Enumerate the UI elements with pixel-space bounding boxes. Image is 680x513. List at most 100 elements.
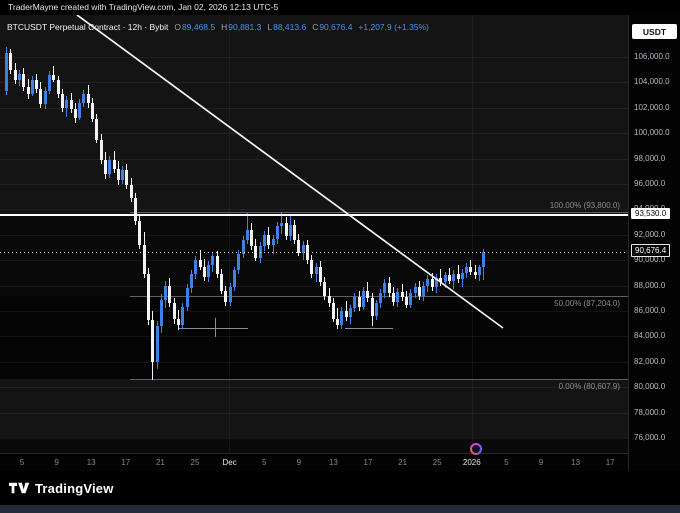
last-price-axis-label: 90,676.4 [631, 243, 671, 257]
candle-body [456, 274, 460, 280]
ohlc-key: O [174, 22, 182, 32]
chart-plot-area[interactable]: 100.00% (93,800.0) 50.00% (87,204.0) 0.00%… [0, 15, 628, 453]
candle-body [310, 260, 314, 275]
candle-body [48, 74, 51, 92]
gridline [0, 285, 628, 287]
candle-body [151, 319, 155, 362]
candle-body [379, 293, 383, 304]
candle-body [43, 91, 47, 104]
vertical-gridline-2026 [472, 15, 473, 453]
candle-body [417, 286, 421, 296]
bottom-strip [0, 505, 680, 513]
candle-wick [457, 265, 459, 284]
time-tick-label: 2026 [462, 458, 481, 467]
candle-body [9, 53, 13, 70]
time-tick-label: Dec [222, 458, 237, 467]
time-tick-label: 25 [432, 458, 442, 467]
candle-body [168, 285, 172, 304]
candle-body [134, 197, 137, 221]
ohlc-key: C [312, 22, 319, 32]
currency-toggle-button[interactable]: USDT [632, 24, 677, 39]
tradingview-logo-icon[interactable] [9, 480, 30, 496]
time-tick-label: 21 [398, 458, 408, 467]
candle-wick [53, 65, 55, 83]
time-tick-label: 25 [190, 458, 200, 467]
price-tick-label: 82,000.0 [634, 356, 666, 366]
price-tick-label: 102,000.0 [634, 102, 670, 112]
time-tick-label: 5 [19, 458, 25, 467]
ohlc-values: O89,468.5 H90,881.3 L88,413.6 C90,676.4 [168, 22, 352, 32]
gridline [0, 234, 628, 236]
tradingview-wordmark[interactable]: TradingView [35, 480, 114, 496]
time-tick-label: 9 [54, 458, 59, 467]
candle-body [211, 256, 215, 266]
candle-body [383, 283, 387, 294]
gridline [0, 82, 628, 84]
time-tick-label: 13 [328, 458, 338, 467]
fib-zone-upper-fill [0, 215, 628, 296]
price-tick-label: 90,000.0 [634, 255, 666, 265]
fib-level-line [130, 295, 628, 297]
price-axis[interactable]: USDT 106,000.0 104,000.0 102,000.0 100,000.… [628, 15, 680, 471]
candle-body [237, 253, 241, 271]
candle-body [357, 297, 361, 308]
price-tick-label: 86,000.0 [634, 306, 666, 315]
gridline [0, 438, 628, 439]
fib-level-line [130, 379, 628, 381]
candle-body [361, 290, 365, 308]
symbol-title[interactable]: BTCUSDT Perpetual Contract · 12h · Bybit [7, 22, 169, 32]
candle-body [142, 244, 146, 275]
ohlc-value: 88,413.6 [273, 22, 307, 32]
time-tick-label: 9 [296, 458, 302, 467]
horizontal-price-line[interactable] [0, 214, 628, 217]
new-year-event-icon[interactable] [470, 443, 482, 455]
gridline [0, 158, 628, 160]
candle-body [198, 260, 202, 267]
candle-body [108, 159, 112, 174]
time-axis[interactable]: 5 9 13 17 21 25 Dec 5 9 13 17 21 25 2026 5 9 13 17 [0, 453, 628, 471]
candle-body [172, 303, 176, 319]
candle-body [30, 79, 34, 94]
candle-body [207, 265, 211, 277]
price-tick-label: 96,000.0 [634, 179, 666, 188]
price-tick-label: 84,000.0 [634, 331, 666, 341]
gridline [0, 311, 628, 312]
candle-body [263, 234, 266, 247]
change-value: +1,207.9 (+1.35%) [358, 22, 429, 32]
candle-body [121, 170, 125, 181]
gridline [0, 209, 628, 211]
gridline [0, 57, 628, 58]
candle-body [392, 293, 395, 303]
attribution-bar: TraderMayne created with TradingView.com… [0, 0, 680, 15]
candle-body [39, 88, 43, 104]
candle-body [116, 168, 120, 181]
candle-body [452, 274, 456, 281]
gridline [0, 361, 628, 363]
gridline [0, 412, 628, 414]
fib-level-line [130, 211, 628, 213]
candle-body [86, 93, 90, 103]
gridline [0, 184, 628, 185]
ohlc-key: L [267, 22, 273, 32]
descending-trendline[interactable] [0, 15, 628, 453]
price-tick-label: 106,000.0 [634, 52, 670, 61]
symbol-legend[interactable]: BTCUSDT Perpetual Contract · 12h · Bybit… [7, 22, 429, 32]
vertical-gridline-dec [229, 15, 230, 453]
time-tick-label: 13 [571, 458, 581, 467]
candle-body [318, 266, 322, 282]
time-tick-label: 9 [538, 458, 544, 467]
candle-body [314, 266, 318, 275]
gridline [0, 133, 628, 135]
candle-body [473, 271, 477, 276]
support-line-segment [345, 327, 393, 329]
candle-body [91, 102, 94, 120]
candle-body [60, 93, 64, 108]
price-tick-label: 98,000.0 [634, 153, 666, 163]
candle-body [194, 260, 198, 275]
candle-body [82, 93, 86, 103]
candle-body [112, 159, 116, 169]
candle-body [228, 286, 232, 303]
gridline [0, 260, 628, 262]
candle-body [202, 266, 206, 277]
fib-level-label: 0.00% (80,607.9) [558, 382, 620, 392]
